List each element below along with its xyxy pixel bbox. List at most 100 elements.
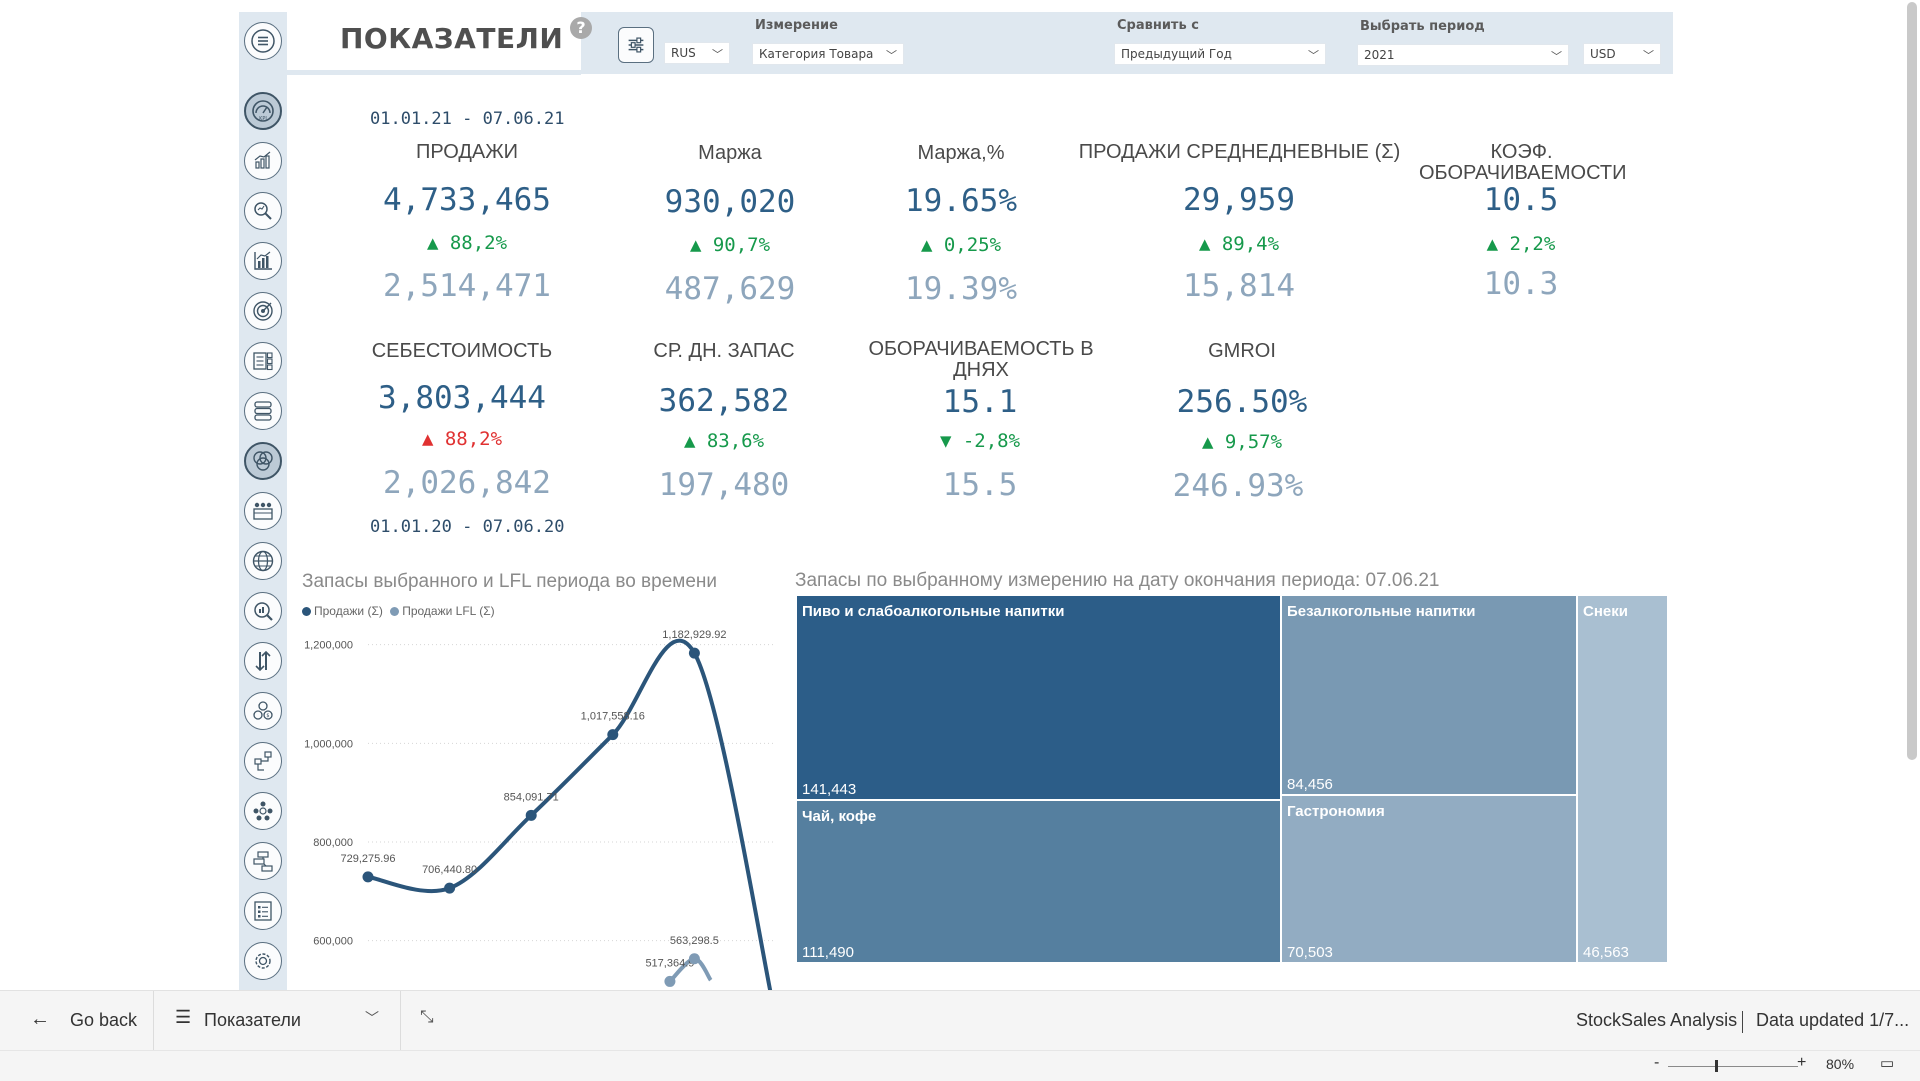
target-icon[interactable] — [244, 292, 282, 330]
line-chart: 600,000 800,000 1,000,000 1,200,000 729,275.… — [304, 629, 776, 990]
kpi-gauge-icon[interactable]: KPI — [244, 92, 282, 130]
treemap-cell[interactable]: Безалкогольные напитки 84,456 — [1281, 595, 1577, 795]
kpi-margin-prev: 487,629 — [664, 271, 796, 307]
kpi-turnover-days-prev: 15.5 — [942, 467, 1018, 503]
chevron-down-icon: ﹀ — [1643, 49, 1654, 62]
kpi-avg-daily-stock-prev: 197,480 — [658, 467, 790, 503]
data-point — [607, 729, 619, 741]
legend-swatch-main — [302, 607, 311, 617]
kpi-turnover-coef-title: КОЭФ. ОБОРАЧИВАЕМОСТИ — [1419, 141, 1627, 184]
compare-select[interactable]: Предыдущий Год ﹀ — [1114, 43, 1326, 65]
legend-label-lfl: Продажи LFL (Σ) — [402, 604, 495, 618]
filter-settings-button[interactable] — [618, 27, 654, 63]
kpi-turnover-coef-delta: ▲ 2,2% — [1486, 233, 1556, 255]
fit-to-page-icon[interactable]: ▭ — [1880, 1055, 1895, 1072]
treemap-cell[interactable]: Снеки 46,563 — [1577, 595, 1668, 963]
zoom-in-button[interactable]: + — [1797, 1054, 1807, 1071]
language-select[interactable]: RUS ﹀ — [664, 42, 730, 64]
kpi-sales-value: 4,733,465 — [383, 182, 551, 218]
treemap-cell[interactable]: Пиво и слабоалкогольные напитки 141,443 — [796, 595, 1281, 800]
kpi-gmroi-prev: 246.93% — [1172, 468, 1304, 504]
process-icon[interactable] — [244, 842, 282, 880]
chevron-down-icon[interactable]: ﹀ — [365, 1010, 379, 1026]
path-icon[interactable] — [244, 742, 282, 780]
flow-icon[interactable] — [244, 392, 282, 430]
treemap-cell-value: 46,563 — [1583, 944, 1629, 961]
kpi-margin-pct-delta: ▲ 0,25% — [920, 234, 1002, 256]
kpi-avg-daily-sales-prev: 15,814 — [1183, 268, 1295, 304]
bar-chart-icon[interactable] — [244, 142, 282, 180]
treemap-cell-label: Снеки — [1583, 603, 1628, 620]
help-icon[interactable]: ? — [570, 17, 592, 39]
kpi-avg-daily-sales-value: 29,959 — [1183, 182, 1295, 218]
currency-select[interactable]: USD ﹀ — [1583, 43, 1661, 65]
treemap: Пиво и слабоалкогольные напитки 141,443 … — [796, 595, 1668, 963]
treemap-cell-value: 141,443 — [802, 781, 857, 798]
go-back-button[interactable]: Go back — [70, 1010, 138, 1030]
kpi-turnover-days-value: 15.1 — [942, 384, 1018, 420]
data-label: 517,364.9 — [645, 957, 694, 969]
venn-icon[interactable] — [244, 442, 282, 480]
kpi-avg-daily-stock-title: СР. ДН. ЗАПАС — [653, 340, 795, 362]
line-chart-title: Запасы выбранного и LFL периода во време… — [302, 571, 718, 592]
data-label: 1,017,558.16 — [581, 711, 645, 723]
compare-value: Предыдущий Год — [1121, 47, 1232, 61]
kpi-margin-title: Маржа — [698, 142, 762, 164]
currency-value: USD — [1590, 47, 1616, 61]
kpi-margin-pct-title: Маржа,% — [917, 142, 1005, 164]
y-tick-label: 600,000 — [313, 936, 353, 948]
kpi-cost-delta: ▲ 88,2% — [421, 428, 503, 450]
treemap-cell-value: 70,503 — [1287, 944, 1333, 961]
zoom-slider-handle[interactable] — [1715, 1060, 1718, 1072]
coins-icon[interactable]: $ — [244, 692, 282, 730]
checklist-icon[interactable] — [244, 892, 282, 930]
kpi-sales-title: ПРОДАЖИ — [415, 141, 519, 163]
data-label: 854,091.71 — [504, 791, 559, 803]
current-period-label: 01.01.21 - 07.06.21 — [370, 109, 565, 129]
page-selector[interactable]: Показатели — [204, 1010, 301, 1030]
treemap-cell[interactable]: Гастрономия 70,503 — [1281, 795, 1577, 963]
treemap-cell-value: 84,456 — [1287, 776, 1333, 793]
team-icon[interactable] — [244, 492, 282, 530]
treemap-title: Запасы по выбранному измерению на дату о… — [795, 570, 1440, 591]
kpi-cost-title: СЕБЕСТОИМОСТЬ — [371, 340, 553, 362]
treemap-cell[interactable]: Чай, кофе 111,490 — [796, 800, 1281, 963]
kpi-gmroi-delta: ▲ 9,57% — [1201, 431, 1283, 453]
svg-text:$: $ — [266, 713, 269, 719]
period-select[interactable]: 2021 ﹀ — [1357, 44, 1569, 66]
page-title: ПОКАЗАТЕЛИ — [340, 22, 564, 55]
report-list-icon[interactable] — [244, 342, 282, 380]
globe-icon[interactable] — [244, 542, 282, 580]
dimension-label: Измерение — [755, 18, 838, 33]
line-chart-icon[interactable] — [244, 242, 282, 280]
back-arrow-icon[interactable]: ← — [30, 1008, 50, 1030]
period-label: Выбрать период — [1360, 19, 1485, 34]
collapse-icon[interactable]: ⤡ — [420, 1007, 434, 1026]
status-bar: - + 80% ▭ — [0, 1050, 1920, 1081]
kpi-sales-delta: ▲ 88,2% — [426, 232, 508, 254]
kpi-margin-value: 930,020 — [664, 184, 796, 220]
search-analysis-icon[interactable] — [244, 592, 282, 630]
scrollbar-thumb[interactable] — [1907, 2, 1917, 760]
navigation-rail: KPI $ — [239, 12, 287, 994]
kpi-gmroi-value: 256.50% — [1176, 384, 1308, 420]
arrows-icon[interactable] — [244, 642, 282, 680]
zoom-out-button[interactable]: - — [1654, 1054, 1660, 1071]
data-point — [362, 871, 374, 883]
treemap-cell-label: Безалкогольные напитки — [1287, 603, 1476, 620]
dimension-select[interactable]: Категория Товара ﹀ — [752, 43, 904, 65]
line-chart-legend: Продажи (Σ) Продажи LFL (Σ) — [302, 604, 495, 618]
magnifier-chart-icon[interactable] — [244, 192, 282, 230]
kpi-gmroi-title: GMROI — [1208, 340, 1276, 362]
people-network-icon[interactable] — [244, 792, 282, 830]
gear-people-icon[interactable] — [244, 942, 282, 980]
legend-label-main: Продажи (Σ) — [314, 604, 383, 618]
kpi-cost-prev: 2,026,842 — [383, 465, 551, 501]
zoom-slider-track[interactable] — [1668, 1066, 1798, 1067]
y-tick-label: 1,000,000 — [304, 738, 353, 750]
pages-list-icon[interactable]: ☰ — [175, 1007, 192, 1027]
menu-icon[interactable] — [244, 22, 282, 60]
zoom-level: 80% — [1826, 1056, 1855, 1072]
data-point — [688, 953, 700, 965]
svg-text:KPI: KPI — [259, 116, 267, 122]
